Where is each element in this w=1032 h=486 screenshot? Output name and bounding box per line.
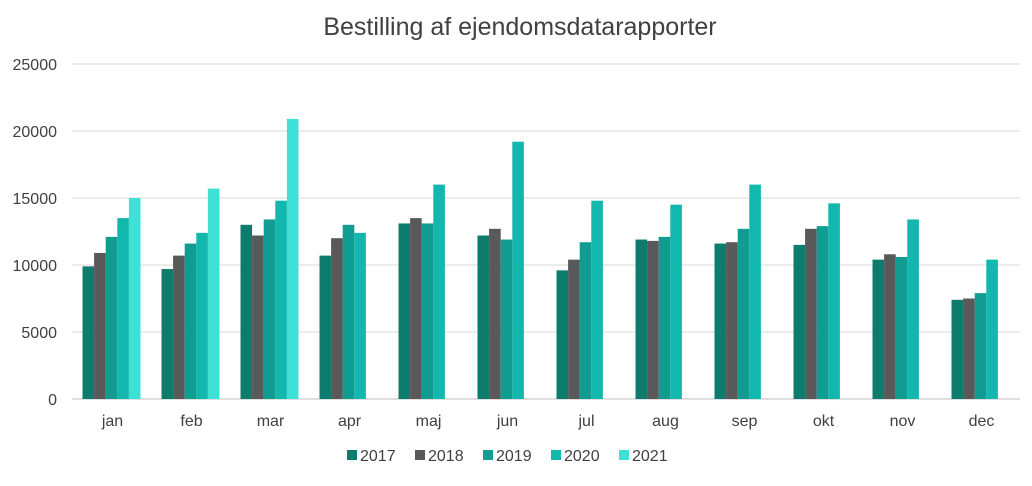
bars <box>82 118 998 399</box>
bar <box>658 236 671 399</box>
bar <box>117 218 129 399</box>
bar <box>354 232 366 399</box>
bar <box>410 218 422 399</box>
bar <box>286 118 299 399</box>
bar <box>319 255 332 399</box>
bar <box>556 270 569 399</box>
bar <box>714 243 727 399</box>
legend-swatch <box>347 450 357 460</box>
x-tick-label: apr <box>338 413 362 430</box>
bar <box>398 223 411 399</box>
x-tick-label: feb <box>180 413 202 430</box>
bar <box>500 239 513 399</box>
x-tick-label: dec <box>969 413 995 430</box>
y-tick-label: 5000 <box>21 325 57 342</box>
y-tick-label: 20000 <box>13 124 58 141</box>
legend-swatch <box>415 450 425 460</box>
legend-label: 2021 <box>632 448 668 465</box>
legend-label: 2017 <box>360 448 396 465</box>
x-tick-label: aug <box>652 413 679 430</box>
legend-label: 2019 <box>496 448 532 465</box>
bar <box>895 256 908 399</box>
bar <box>94 252 106 399</box>
bar <box>240 224 253 399</box>
bar <box>726 242 738 399</box>
bar <box>331 238 343 399</box>
legend: 2017 2018 2019 2020 2021 <box>347 448 668 465</box>
bar <box>128 198 141 399</box>
bar <box>342 224 355 399</box>
bar <box>275 200 287 399</box>
x-tick-label: jul <box>577 413 594 430</box>
bar <box>252 235 264 399</box>
y-tick-label: 0 <box>48 392 57 409</box>
bar <box>568 259 580 399</box>
bar <box>477 235 490 399</box>
x-tick-label: jan <box>101 413 123 430</box>
legend-swatch <box>551 450 561 460</box>
x-tick-label: mar <box>257 413 285 430</box>
bar <box>421 223 434 399</box>
x-tick-label: okt <box>813 413 835 430</box>
bar <box>749 184 761 399</box>
bar <box>907 219 919 399</box>
bar <box>184 243 197 399</box>
bar <box>82 266 95 399</box>
bar <box>173 255 185 399</box>
bar <box>105 236 118 399</box>
bar <box>737 228 750 399</box>
bar <box>963 298 975 399</box>
chart-title: Bestilling af ejendomsdatarapporter <box>323 13 716 41</box>
legend-label: 2020 <box>564 448 600 465</box>
bar <box>828 203 840 399</box>
bar <box>884 254 896 399</box>
x-axis: jan feb mar apr maj jun jul aug sep okt nov dec <box>101 413 995 430</box>
bar <box>579 242 592 399</box>
y-tick-label: 15000 <box>13 191 58 208</box>
bar <box>793 244 806 399</box>
legend-label: 2018 <box>428 448 464 465</box>
bar <box>647 240 659 399</box>
x-tick-label: nov <box>890 413 916 430</box>
y-tick-label: 25000 <box>13 57 58 74</box>
legend-swatch <box>619 450 629 460</box>
y-tick-label: 10000 <box>13 258 58 275</box>
bar <box>161 269 174 399</box>
bar <box>207 188 220 399</box>
bar <box>951 299 964 399</box>
legend-swatch <box>483 450 493 460</box>
bar <box>670 204 682 399</box>
bar <box>986 259 998 399</box>
bar <box>591 200 603 399</box>
bar <box>433 184 445 399</box>
bar <box>263 219 276 399</box>
bar <box>635 239 648 399</box>
x-tick-label: maj <box>416 413 442 430</box>
x-tick-label: sep <box>732 413 758 430</box>
bar <box>872 259 885 399</box>
x-tick-label: jun <box>496 413 518 430</box>
bar <box>974 293 987 399</box>
bar <box>816 226 829 399</box>
bar <box>196 232 208 399</box>
y-axis: 0 5000 10000 15000 20000 25000 <box>13 57 58 409</box>
bar <box>489 228 501 399</box>
bar <box>512 141 524 399</box>
bar <box>805 228 817 399</box>
gridlines <box>72 63 1020 400</box>
